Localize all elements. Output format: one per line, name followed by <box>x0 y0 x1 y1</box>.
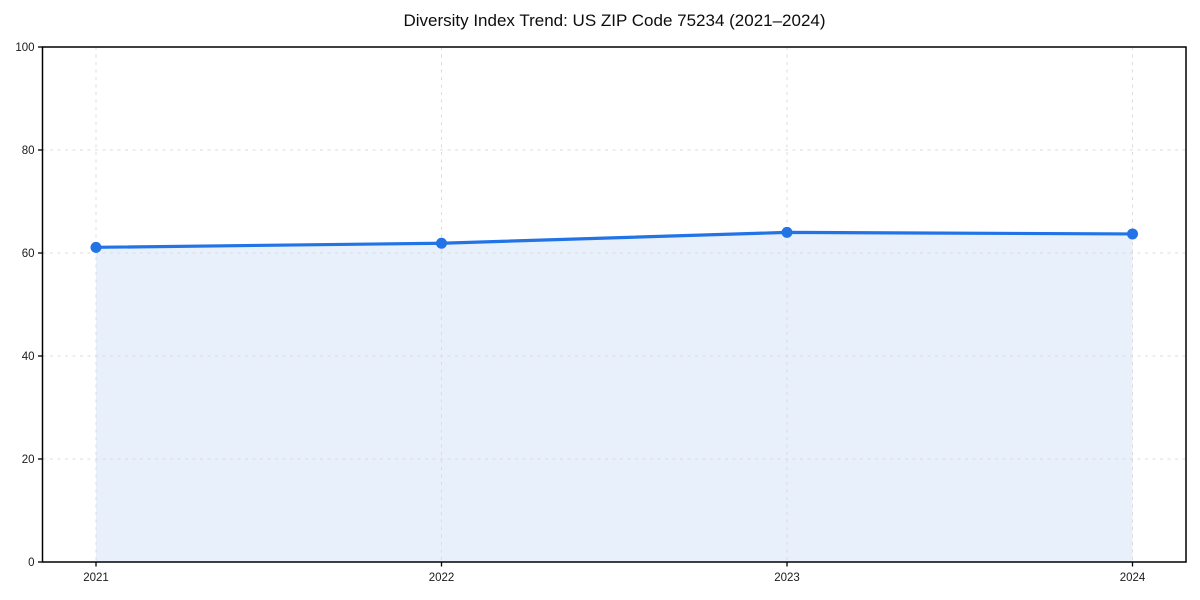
data-point <box>90 241 102 253</box>
x-tick-label: 2021 <box>83 572 109 584</box>
trend-line <box>94 230 1135 249</box>
y-tick-label: 40 <box>22 351 35 363</box>
y-tick-label: 20 <box>22 454 35 466</box>
y-tick-label: 80 <box>22 145 35 157</box>
y-tick-label: 0 <box>28 557 34 569</box>
x-tick-label: 2022 <box>429 572 455 584</box>
data-point <box>1127 228 1138 240</box>
area-fill <box>96 232 1133 562</box>
data-point <box>436 237 447 249</box>
y-tick-label: 100 <box>15 42 34 54</box>
y-tick-label: 60 <box>22 248 35 260</box>
data-point <box>781 226 793 238</box>
chart-title: Diversity Index Trend: US ZIP Code 75234… <box>403 11 826 30</box>
x-tick-label: 2024 <box>1120 572 1146 584</box>
x-tick-label: 2023 <box>774 572 800 584</box>
plot-border <box>41 46 1187 563</box>
